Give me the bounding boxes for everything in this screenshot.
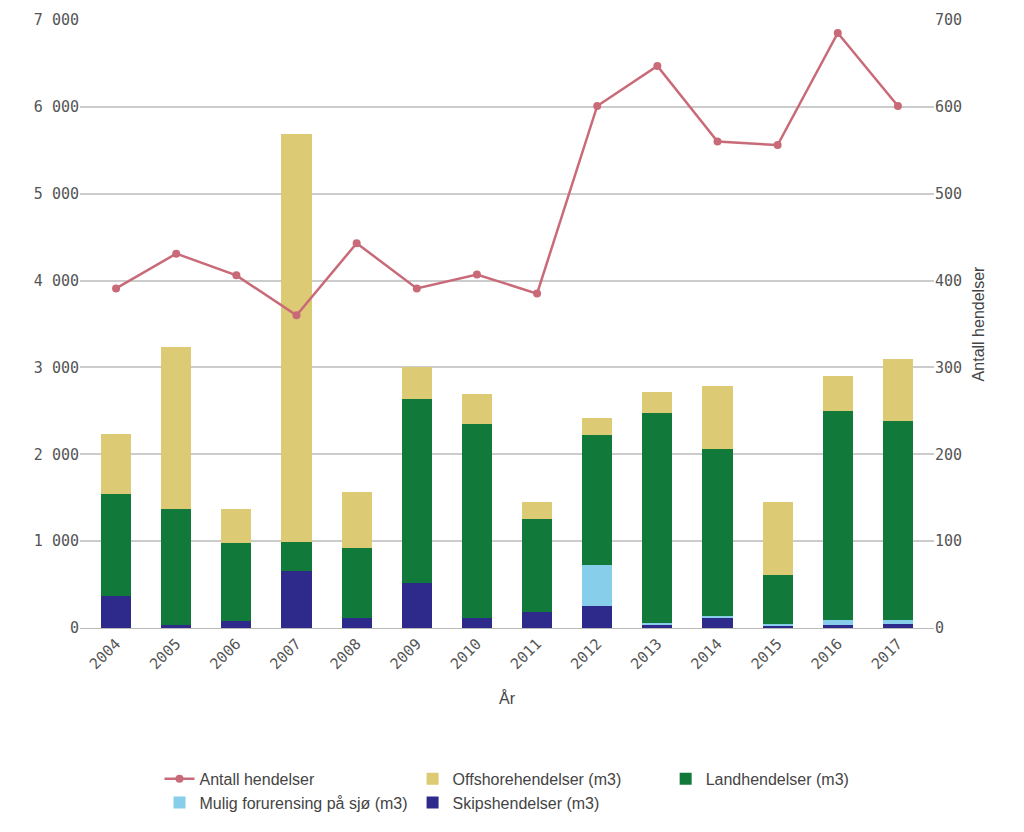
- svg-text:2017: 2017: [868, 635, 906, 673]
- svg-text:2016: 2016: [808, 635, 846, 673]
- svg-text:Mulig forurensing på sjø (m3): Mulig forurensing på sjø (m3): [200, 795, 408, 812]
- svg-text:7 000: 7 000: [34, 11, 79, 29]
- svg-text:2014: 2014: [687, 635, 725, 673]
- svg-text:4 000: 4 000: [34, 272, 79, 290]
- svg-text:3 000: 3 000: [34, 359, 79, 377]
- svg-text:Antall hendelser: Antall hendelser: [970, 266, 987, 381]
- svg-text:200: 200: [935, 446, 962, 464]
- svg-text:1 000: 1 000: [34, 532, 79, 550]
- svg-text:Landhendelser (m3): Landhendelser (m3): [706, 771, 849, 788]
- svg-text:2013: 2013: [627, 635, 665, 673]
- svg-text:500: 500: [935, 185, 962, 203]
- svg-text:2006: 2006: [206, 635, 244, 673]
- svg-text:0: 0: [70, 619, 79, 637]
- svg-text:2015: 2015: [747, 635, 785, 673]
- svg-text:2012: 2012: [567, 635, 605, 673]
- svg-text:2004: 2004: [86, 635, 124, 673]
- svg-text:2009: 2009: [387, 635, 425, 673]
- svg-text:5 000: 5 000: [34, 185, 79, 203]
- svg-text:600: 600: [935, 98, 962, 116]
- svg-text:2007: 2007: [266, 635, 304, 673]
- svg-text:2008: 2008: [327, 635, 365, 673]
- svg-text:2011: 2011: [507, 635, 545, 673]
- svg-text:100: 100: [935, 532, 962, 550]
- svg-text:400: 400: [935, 272, 962, 290]
- svg-text:0: 0: [935, 619, 944, 637]
- svg-text:Offshorehendelser (m3): Offshorehendelser (m3): [453, 771, 622, 788]
- svg-text:2 000: 2 000: [34, 446, 79, 464]
- svg-text:Skipshendelser (m3): Skipshendelser (m3): [453, 795, 600, 812]
- svg-text:År: År: [499, 689, 516, 707]
- svg-text:700: 700: [935, 11, 962, 29]
- svg-text:300: 300: [935, 359, 962, 377]
- svg-text:2010: 2010: [447, 635, 485, 673]
- svg-text:Antall hendelser: Antall hendelser: [200, 771, 315, 788]
- svg-text:2005: 2005: [146, 635, 184, 673]
- svg-text:6 000: 6 000: [34, 98, 79, 116]
